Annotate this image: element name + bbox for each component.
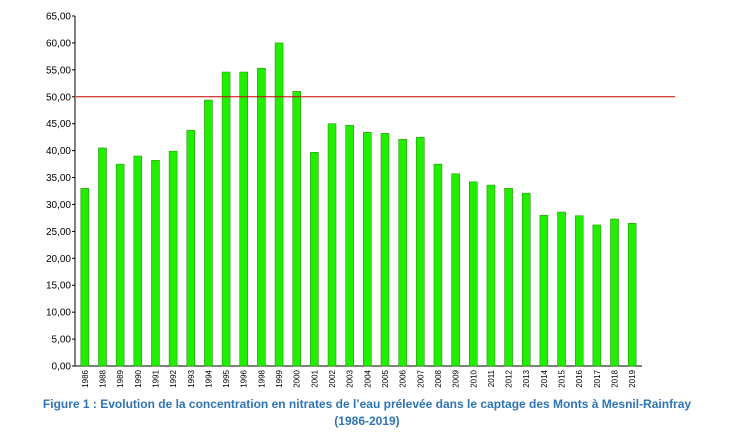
x-tick-label: 2015 <box>558 369 567 387</box>
bar <box>380 133 390 367</box>
bar <box>574 215 584 367</box>
bar <box>98 147 107 367</box>
x-tick-label: 2010 <box>469 369 478 387</box>
x-tick-label: 1993 <box>187 369 196 387</box>
y-tick-label: 65,00 <box>46 12 71 23</box>
y-tick-label: 55,00 <box>46 65 71 76</box>
bar <box>592 224 602 367</box>
y-tick-label: 50,00 <box>46 92 71 103</box>
x-tick-label: 2007 <box>416 369 425 387</box>
y-tick-label: 60,00 <box>46 38 71 49</box>
x-tick-label: 1990 <box>134 369 143 387</box>
x-tick-label: 2009 <box>452 369 461 387</box>
x-tick-label: 2003 <box>346 369 355 387</box>
x-tick-label: 1992 <box>169 369 178 387</box>
bar <box>363 132 372 367</box>
bar <box>239 71 248 367</box>
x-tick-label: 1989 <box>116 369 125 387</box>
bar <box>610 218 619 367</box>
bar <box>133 155 143 367</box>
bar <box>433 163 443 367</box>
x-tick-label: 2013 <box>522 369 531 387</box>
y-tick-label: 45,00 <box>46 119 71 130</box>
bar <box>539 214 549 367</box>
x-tick-label: 2002 <box>328 369 337 387</box>
y-tick-label: 40,00 <box>46 146 71 157</box>
x-tick-label: 2008 <box>434 369 443 387</box>
bar <box>451 173 460 367</box>
bar <box>115 163 125 367</box>
bar <box>557 211 566 367</box>
bar <box>186 129 196 367</box>
x-tick-label: 1999 <box>275 369 284 387</box>
x-tick-label: 2005 <box>381 369 390 387</box>
x-tick-label: 1988 <box>98 369 107 387</box>
x-tick-label: 2018 <box>611 369 620 387</box>
x-tick-label: 2011 <box>487 369 496 387</box>
bar <box>627 223 637 367</box>
y-tick-label: 15,00 <box>46 281 71 292</box>
x-tick-label: 2000 <box>293 369 302 387</box>
chart-subtitle: (1986-2019) <box>334 414 399 428</box>
bar <box>257 67 266 367</box>
chart-title: Figure 1 : Evolution de la concentration… <box>43 397 691 411</box>
x-tick-label: 1998 <box>257 369 266 387</box>
x-tick-label: 2012 <box>505 369 514 387</box>
bar <box>504 188 513 367</box>
bar <box>398 139 407 367</box>
x-tick-label: 1986 <box>81 369 90 387</box>
x-tick-label: 2004 <box>363 369 372 387</box>
bar <box>469 181 478 367</box>
y-tick-label: 25,00 <box>46 227 71 238</box>
bar <box>151 160 160 367</box>
bar <box>521 192 531 367</box>
x-tick-label: 2016 <box>575 369 584 387</box>
bar <box>416 136 425 367</box>
bar <box>345 125 354 367</box>
bar <box>221 71 231 367</box>
y-tick-label: 5,00 <box>52 335 72 346</box>
x-tick-label: 1995 <box>222 369 231 387</box>
y-tick-label: 30,00 <box>46 200 71 211</box>
x-tick-label: 2014 <box>540 369 549 387</box>
x-tick-label: 2006 <box>399 369 408 387</box>
y-tick-label: 35,00 <box>46 173 71 184</box>
x-tick-label: 2017 <box>593 369 602 387</box>
bar <box>204 99 213 367</box>
y-tick-label: 10,00 <box>46 308 71 319</box>
x-tick-label: 2019 <box>628 369 637 387</box>
y-tick-label: 20,00 <box>46 254 71 265</box>
x-tick-label: 2001 <box>310 369 319 387</box>
bar <box>327 123 337 367</box>
bar <box>274 42 284 367</box>
x-tick-label: 1991 <box>151 369 160 387</box>
x-tick-label: 1994 <box>204 369 213 387</box>
bar <box>486 184 496 367</box>
y-tick-label: 0,00 <box>52 362 72 373</box>
bar <box>168 150 178 367</box>
bar <box>310 151 319 367</box>
bar <box>292 91 301 367</box>
bar <box>80 188 90 367</box>
x-tick-label: 1996 <box>240 369 249 387</box>
